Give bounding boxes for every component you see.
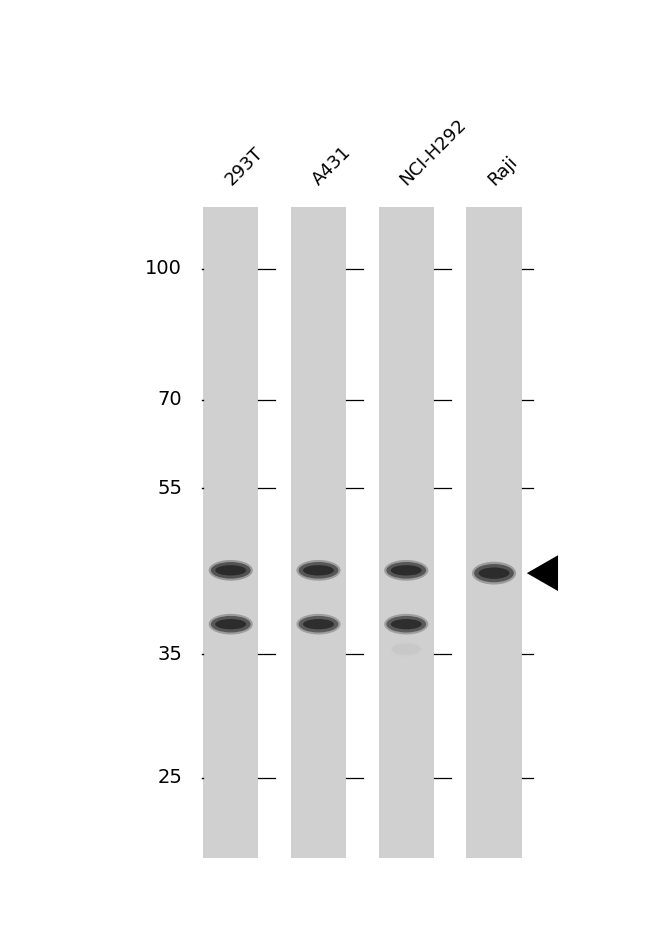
Ellipse shape: [386, 616, 426, 633]
Bar: [291, 207, 346, 858]
Bar: [467, 207, 521, 858]
Text: Raji: Raji: [484, 152, 521, 189]
Text: 35: 35: [157, 645, 182, 664]
Ellipse shape: [391, 619, 422, 629]
Ellipse shape: [474, 564, 514, 582]
Ellipse shape: [303, 619, 334, 629]
Ellipse shape: [384, 560, 428, 581]
Bar: [378, 207, 434, 858]
Ellipse shape: [211, 562, 251, 579]
Ellipse shape: [386, 562, 426, 579]
Polygon shape: [527, 555, 558, 591]
Ellipse shape: [384, 614, 428, 635]
Text: 55: 55: [157, 479, 182, 498]
Text: A431: A431: [309, 142, 355, 189]
Ellipse shape: [298, 562, 339, 579]
Ellipse shape: [215, 565, 246, 575]
Text: 25: 25: [157, 769, 182, 787]
Ellipse shape: [211, 616, 251, 633]
Ellipse shape: [209, 614, 253, 635]
Ellipse shape: [472, 562, 516, 585]
Ellipse shape: [298, 616, 339, 633]
Ellipse shape: [296, 560, 341, 581]
Bar: [203, 207, 259, 858]
Ellipse shape: [209, 560, 253, 581]
Ellipse shape: [478, 568, 510, 579]
Text: NCI-H292: NCI-H292: [396, 115, 470, 189]
Ellipse shape: [392, 643, 421, 654]
Ellipse shape: [391, 641, 422, 657]
Text: 293T: 293T: [221, 143, 266, 189]
Ellipse shape: [391, 565, 422, 575]
Ellipse shape: [303, 565, 334, 575]
Ellipse shape: [296, 614, 341, 635]
Ellipse shape: [215, 619, 246, 629]
Text: 100: 100: [145, 259, 182, 278]
Text: 70: 70: [157, 390, 182, 409]
